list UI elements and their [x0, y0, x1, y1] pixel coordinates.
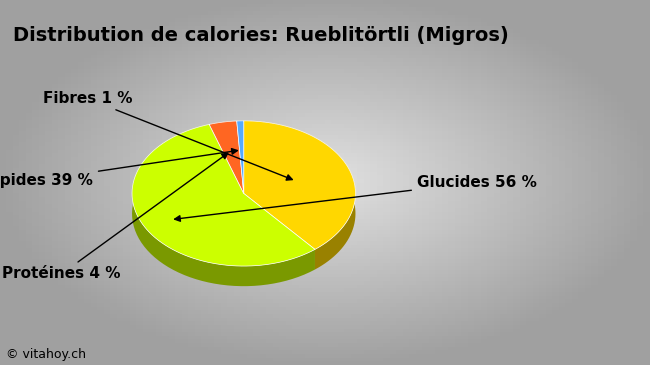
Polygon shape [244, 121, 356, 269]
Polygon shape [237, 121, 244, 141]
Text: Distribution de calories: Rueblitörtli (Migros): Distribution de calories: Rueblitörtli (… [13, 26, 509, 45]
Polygon shape [132, 124, 315, 266]
Text: Lipides 39 %: Lipides 39 % [0, 149, 237, 188]
Text: Fibres 1 %: Fibres 1 % [42, 91, 292, 180]
Polygon shape [237, 121, 244, 193]
Polygon shape [209, 121, 237, 145]
Polygon shape [244, 121, 356, 249]
Text: Glucides 56 %: Glucides 56 % [175, 175, 537, 221]
Text: © vitahoy.ch: © vitahoy.ch [6, 348, 86, 361]
Text: Protéines 4 %: Protéines 4 % [3, 153, 227, 281]
Polygon shape [209, 121, 244, 193]
Polygon shape [132, 124, 315, 286]
